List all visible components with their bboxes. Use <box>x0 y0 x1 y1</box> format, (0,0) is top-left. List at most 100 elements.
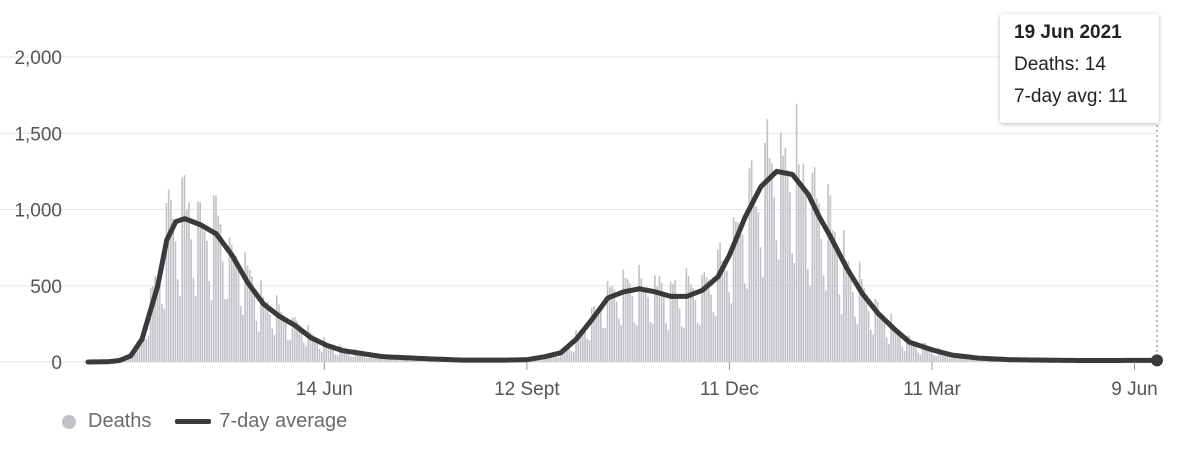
death-bar <box>211 300 213 362</box>
death-bar <box>636 325 638 362</box>
death-bar <box>206 241 208 362</box>
death-bar <box>604 328 606 362</box>
death-bar <box>888 344 890 362</box>
tooltip-date: 19 Jun 2021 <box>1014 22 1159 44</box>
death-bar <box>584 330 586 362</box>
death-bar <box>915 347 917 362</box>
death-bar <box>652 324 654 362</box>
death-bar <box>269 314 271 362</box>
death-bar <box>289 340 291 362</box>
death-bar <box>274 335 276 362</box>
death-bar <box>271 328 273 362</box>
death-bar <box>674 280 676 362</box>
death-bar <box>917 353 919 362</box>
death-bar <box>859 262 861 362</box>
death-bar <box>163 309 165 362</box>
death-bar <box>645 287 647 362</box>
death-bar <box>870 330 872 362</box>
death-bar <box>890 314 892 362</box>
death-bar <box>220 224 222 362</box>
legend-item-deaths[interactable]: Deaths <box>62 410 151 433</box>
death-bar <box>755 207 757 362</box>
legend-average-label: 7-day average <box>219 410 347 433</box>
death-bar <box>643 290 645 362</box>
death-bar <box>586 339 588 362</box>
death-bar <box>222 261 224 362</box>
death-bar <box>726 271 728 362</box>
tooltip-deaths: Deaths: 14 <box>1014 54 1159 76</box>
death-bar <box>323 337 325 362</box>
death-bar <box>256 321 258 362</box>
death-bar <box>224 299 226 362</box>
x-tick-label: 14 Jun <box>296 379 353 400</box>
death-bar <box>809 286 811 362</box>
death-bar <box>807 269 809 362</box>
death-bar <box>965 359 967 362</box>
death-bar <box>872 335 874 362</box>
death-bar <box>638 265 640 362</box>
death-bar <box>175 241 177 362</box>
death-bar <box>235 256 237 362</box>
death-bar <box>613 289 615 362</box>
death-bar <box>699 325 701 362</box>
death-bar <box>665 323 667 362</box>
death-bar <box>967 360 969 362</box>
death-bar <box>188 203 190 362</box>
death-bar <box>659 276 661 362</box>
death-bar <box>677 295 679 362</box>
death-bar <box>884 322 886 362</box>
death-bar <box>845 260 847 362</box>
death-bar <box>949 357 951 362</box>
death-bar <box>334 354 336 362</box>
death-bar <box>314 341 316 362</box>
death-bar <box>688 276 690 362</box>
x-tick-label: 11 Mar <box>903 379 961 400</box>
death-bar <box>316 341 318 362</box>
death-bar <box>632 296 634 362</box>
death-bar <box>749 168 751 362</box>
legend-deaths-marker <box>62 415 76 429</box>
death-bar <box>778 259 780 362</box>
legend-item-average[interactable]: 7-day average <box>175 410 347 433</box>
death-bar <box>168 190 170 362</box>
death-bar <box>602 328 604 362</box>
death-bar <box>731 303 733 362</box>
death-bar <box>213 195 215 362</box>
death-bar <box>744 283 746 362</box>
death-bar <box>746 289 748 362</box>
death-bar <box>857 324 859 362</box>
deaths-bars <box>89 104 1157 362</box>
death-bar <box>541 359 543 362</box>
death-bar <box>724 264 726 362</box>
x-tick-label: 9 Jun <box>1111 379 1157 400</box>
death-bar <box>319 349 321 362</box>
death-bar <box>814 167 816 362</box>
death-bar <box>886 338 888 362</box>
death-bar <box>794 263 796 362</box>
death-bar <box>172 218 174 362</box>
death-bar <box>868 311 870 362</box>
death-bar <box>751 160 753 362</box>
death-bar <box>742 234 744 362</box>
death-bar <box>935 356 937 362</box>
death-bar <box>663 294 665 362</box>
death-bar <box>773 197 775 362</box>
death-bar <box>159 285 161 362</box>
legend-average-marker <box>175 419 211 424</box>
death-bar <box>753 201 755 362</box>
death-bar <box>654 275 656 362</box>
death-bar <box>301 331 303 362</box>
death-bar <box>181 177 183 362</box>
death-bar <box>307 325 309 362</box>
y-tick-label: 500 <box>30 277 62 298</box>
death-bar <box>190 239 192 362</box>
death-bar <box>798 165 800 362</box>
death-bar <box>656 287 658 362</box>
death-bar <box>841 314 843 362</box>
death-bar <box>787 170 789 362</box>
death-bar <box>692 288 694 362</box>
death-bar <box>825 290 827 362</box>
death-bar <box>767 119 769 362</box>
death-bar <box>823 275 825 362</box>
death-bar <box>920 355 922 362</box>
